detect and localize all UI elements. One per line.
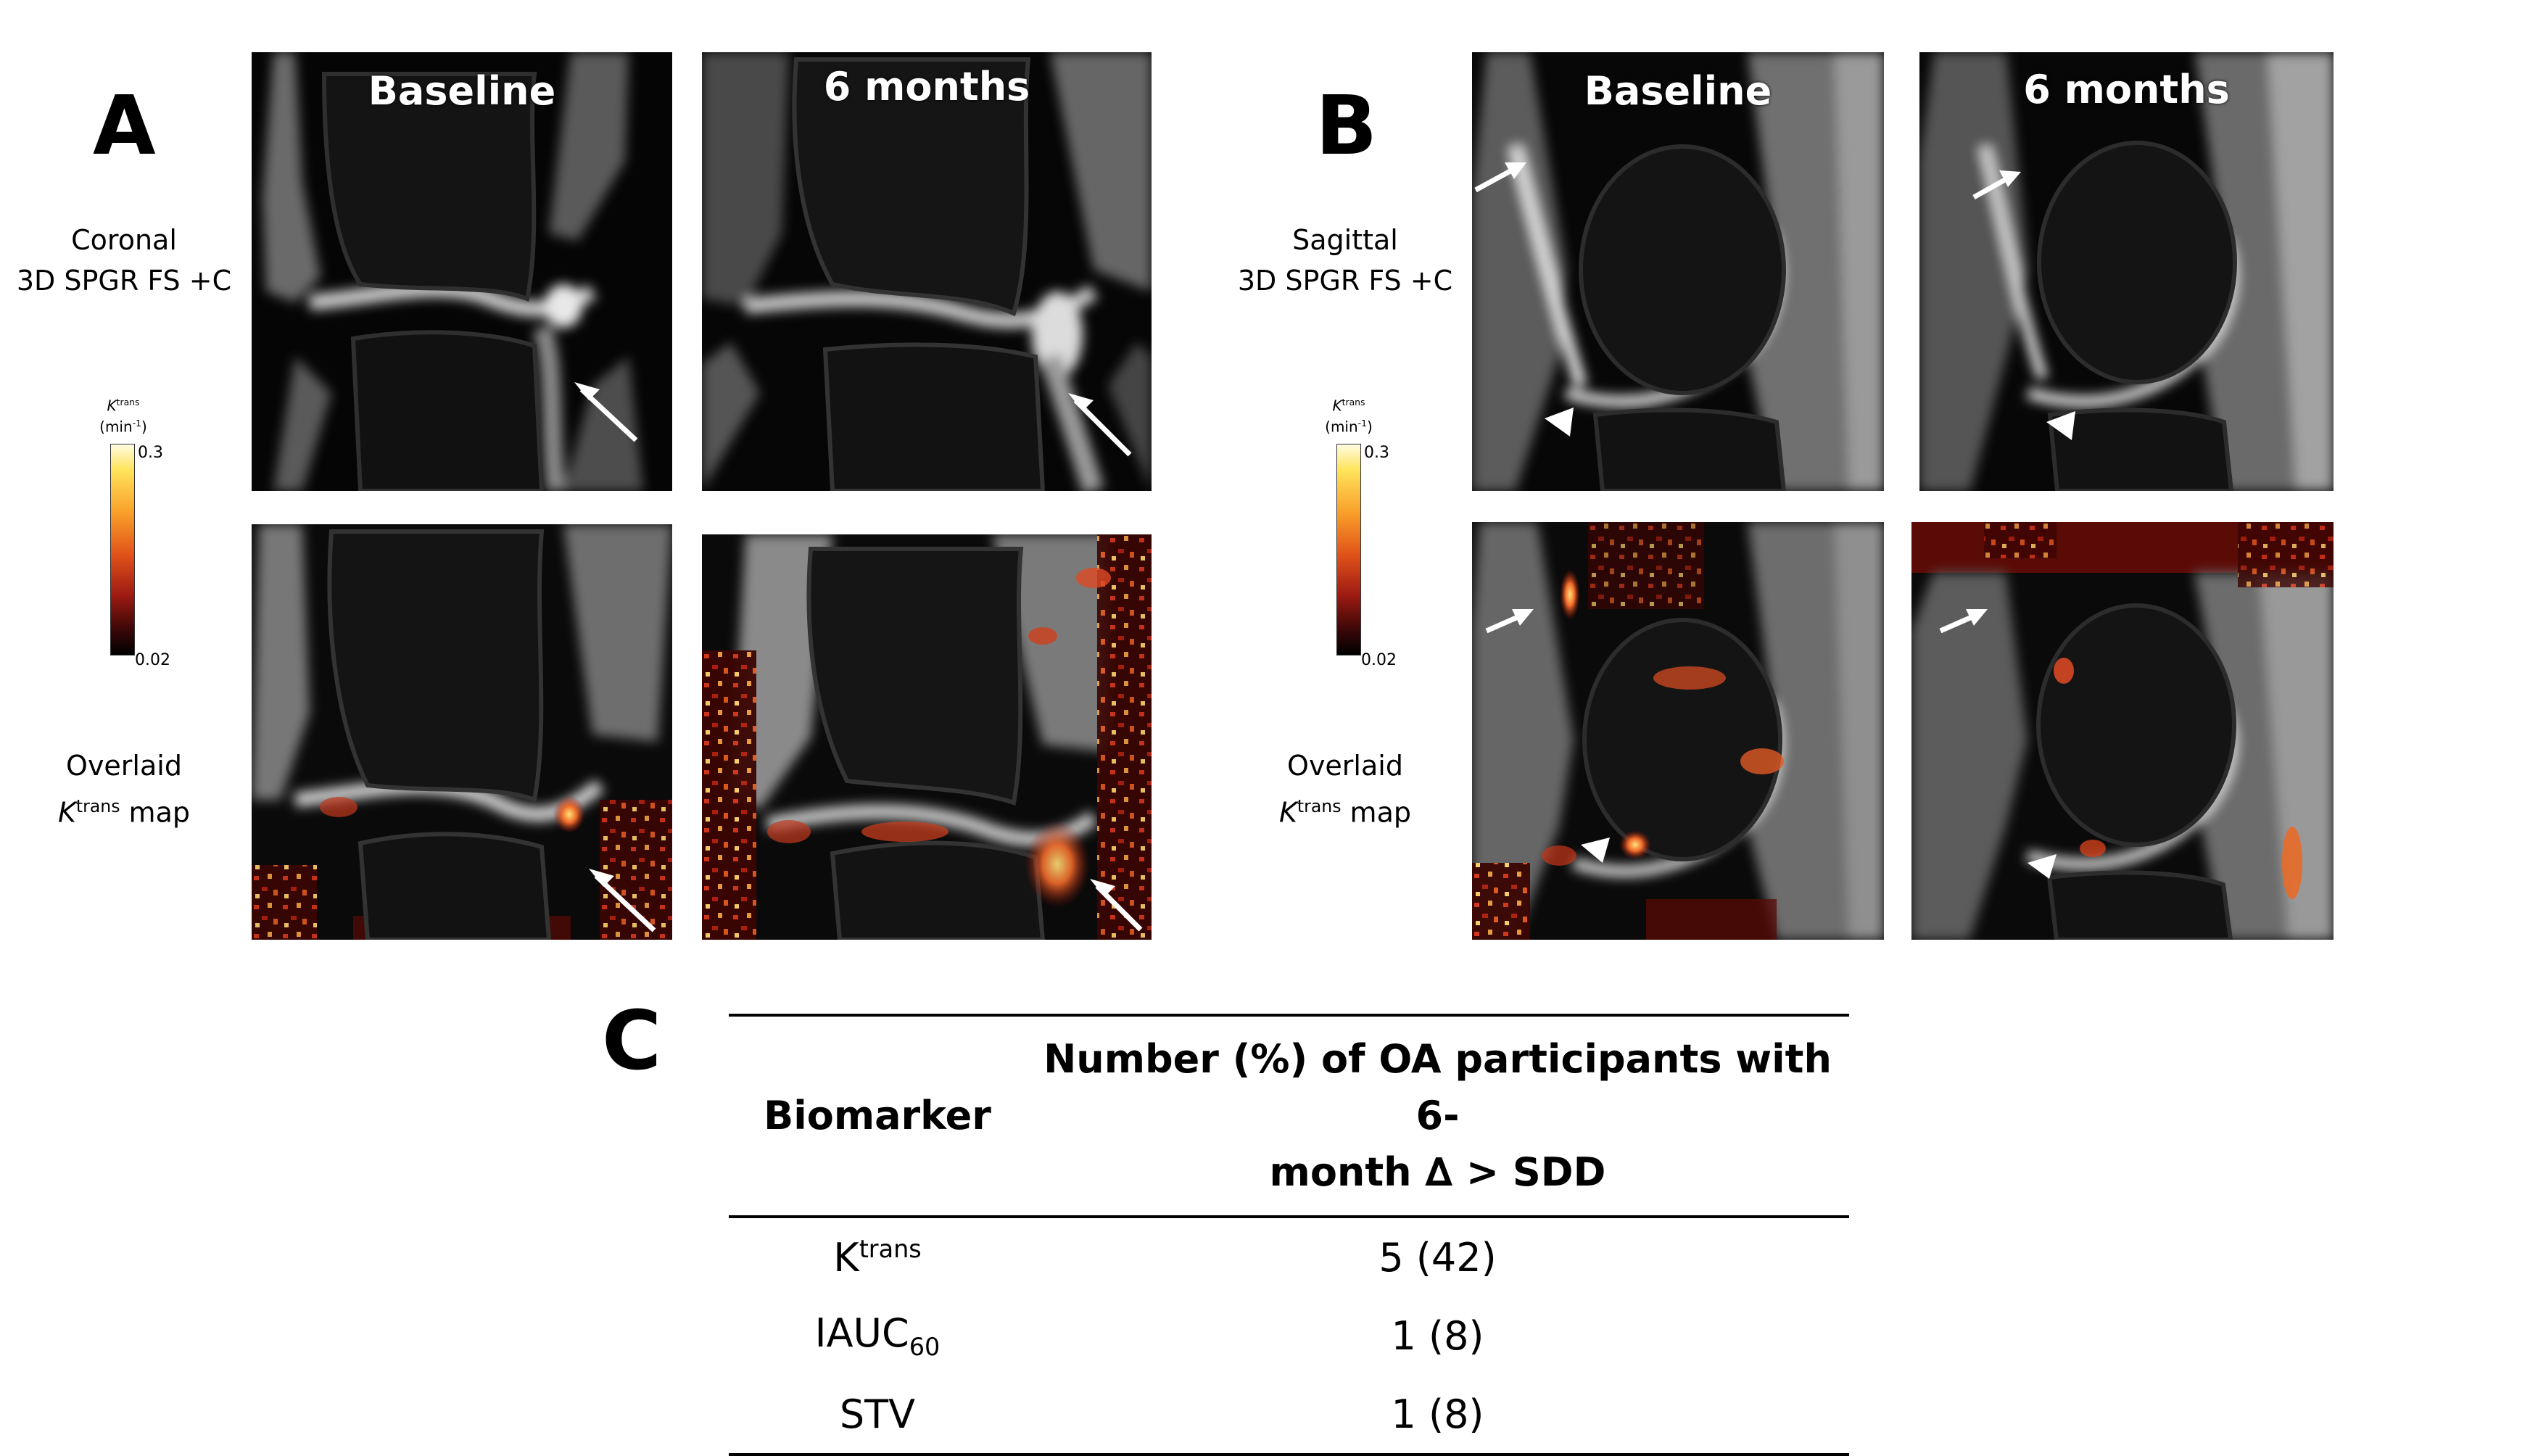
mri-a-coronal-6months: 6 months [702, 52, 1152, 491]
colorbar-a-title: Ktrans (min-1) [87, 394, 160, 435]
panel-a-row1-line2: 3D SPGR FS +C [16, 265, 232, 297]
colorbar-unit-pre: (min [1325, 418, 1358, 436]
header-number-line1: Number (%) of OA participants with 6- [1043, 1036, 1832, 1138]
colorbar-unit-post: ) [141, 418, 147, 436]
table-row: STV 1 (8) [729, 1375, 1849, 1456]
panel-letter-b: B [1315, 79, 1378, 173]
col-header-a-6months: 6 months [823, 64, 1030, 109]
col-header-a-baseline: Baseline [368, 68, 556, 114]
biomarker-value: 5 (42) [1378, 1234, 1497, 1281]
biomarker-base: IAUC [814, 1310, 909, 1357]
colorbar-b-max: 0.3 [1364, 444, 1389, 462]
colorbar-k-sup: trans [1342, 397, 1365, 408]
biomarker-sub: 60 [909, 1332, 941, 1361]
table-row: Ktrans 5 (42) [729, 1217, 1849, 1296]
colorbar-k-sup: trans [116, 397, 140, 408]
mri-a-coronal-baseline: Baseline [252, 52, 672, 491]
panel-b-row1-label: Sagittal 3D SPGR FS +C [1222, 220, 1468, 301]
k-superscript: trans [1297, 796, 1342, 816]
colorbar-k: K [1332, 397, 1342, 415]
biomarker-sup: trans [859, 1234, 922, 1263]
colorbar-unit-pre: (min [99, 418, 133, 436]
col-header-b-baseline: Baseline [1584, 68, 1772, 114]
colorbar-a-max: 0.3 [138, 444, 163, 462]
colorbar-a-min: 0.02 [135, 651, 170, 669]
colorbar-unit-sup: -1 [132, 417, 142, 429]
colorbar-b-min: 0.02 [1361, 651, 1397, 669]
col-header-b-6months: 6 months [2023, 67, 2230, 112]
colorbar-b [1336, 444, 1361, 655]
colorbar-b-title: Ktrans (min-1) [1313, 394, 1385, 435]
header-number: Number (%) of OA participants with 6- mo… [1026, 1015, 1849, 1217]
biomarker-name: STV [729, 1375, 1026, 1456]
mri-b-sagittal-baseline: Baseline [1472, 52, 1884, 491]
biomarker-base: STV [839, 1391, 916, 1437]
panel-a-row2-line2: Ktrans map [1, 786, 247, 833]
biomarker-name: Ktrans [729, 1217, 1026, 1296]
panel-b-row1-line1: Sagittal [1292, 224, 1398, 256]
biomarker-base: K [833, 1234, 859, 1281]
header-number-line2: month ∆ > SDD [1269, 1149, 1606, 1195]
k-symbol: K [58, 796, 76, 829]
header-biomarker: Biomarker [764, 1093, 991, 1138]
mri-b-overlay-6months [1911, 522, 2334, 940]
mri-a-overlay-6months [702, 534, 1152, 940]
k-symbol: K [1279, 796, 1297, 829]
mri-b-sagittal-6months: 6 months [1919, 52, 2334, 491]
panel-letter-a: A [93, 79, 156, 173]
panel-a-row2-line1: Overlaid [66, 750, 182, 782]
biomarker-value: 1 (8) [1026, 1375, 1849, 1456]
panel-b-row2-label: Overlaid Ktrans map [1222, 745, 1468, 833]
map-word: map [120, 796, 190, 829]
colorbar-k: K [107, 397, 117, 415]
panel-b-row2-line2: Ktrans map [1222, 786, 1468, 833]
panel-a-row1-label: Coronal 3D SPGR FS +C [1, 220, 247, 301]
colorbar-unit-post: ) [1367, 418, 1373, 436]
k-superscript: trans [75, 796, 120, 816]
colorbar-a [110, 444, 135, 655]
colorbar-unit-sup: -1 [1357, 417, 1368, 429]
biomarker-table: Biomarker Number (%) of OA participants … [729, 1014, 1849, 1456]
biomarker-name: IAUC60 [729, 1296, 1026, 1375]
map-word: map [1341, 796, 1411, 829]
panel-a-row2-label: Overlaid Ktrans map [1, 745, 247, 833]
biomarker-value: 1 (8) [1391, 1312, 1484, 1359]
panel-a-row1-line1: Coronal [71, 224, 177, 256]
mri-b-overlay-baseline [1472, 522, 1884, 940]
panel-letter-c: C [602, 994, 662, 1088]
table-header-row: Biomarker Number (%) of OA participants … [729, 1015, 1849, 1217]
panel-b-row1-line2: 3D SPGR FS +C [1237, 265, 1453, 297]
panel-b-row2-line1: Overlaid [1287, 750, 1403, 782]
table-row: IAUC60 1 (8) [729, 1296, 1849, 1375]
mri-a-overlay-baseline [252, 524, 672, 940]
